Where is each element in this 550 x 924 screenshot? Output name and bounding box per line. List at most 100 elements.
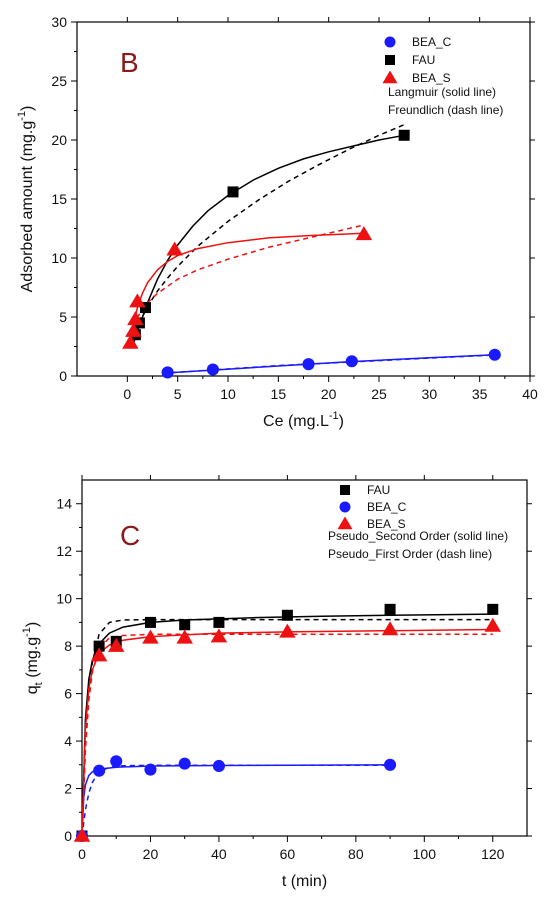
- legend-note: Pseudo_First Order (dash line): [328, 547, 492, 561]
- point-bea_c: [384, 758, 397, 771]
- x-tick-label: 5: [174, 386, 182, 402]
- point-fau: [213, 616, 225, 628]
- fit-dash-bea_s: [129, 224, 365, 335]
- fit-solid-bea_s: [129, 232, 364, 344]
- y-tick-label: 2: [64, 781, 72, 797]
- y-tick-label: 6: [64, 686, 72, 702]
- legend-marker-bea_c: [339, 501, 351, 513]
- x-axis-title-sup: -1: [329, 410, 339, 422]
- x-tick-label: 100: [413, 846, 437, 862]
- point-bea_c: [178, 757, 191, 770]
- y-tick-label: 4: [64, 733, 72, 749]
- fit-dash-bea_s: [82, 633, 493, 836]
- y-tick-label: 5: [59, 309, 67, 325]
- legend-label-bea_s: BEA_S: [367, 517, 406, 531]
- legend-label-fau: FAU: [412, 53, 435, 67]
- y-tick-label: 25: [51, 73, 67, 89]
- point-bea_s: [166, 241, 183, 256]
- x-tick-label: 10: [220, 386, 236, 402]
- y-tick-label: 15: [51, 191, 67, 207]
- y-tick-label: 30: [51, 14, 67, 30]
- point-fau: [139, 302, 151, 314]
- x-axis-title: t (min): [282, 873, 327, 890]
- legend-marker-bea_s: [382, 70, 398, 84]
- x-tick-label: 0: [123, 386, 131, 402]
- point-fau: [179, 619, 191, 631]
- point-bea_s: [210, 628, 228, 643]
- y-tick-label: 14: [56, 496, 72, 512]
- point-bea_c: [488, 348, 501, 361]
- x-axis-title: Ce (mg.L-1): [263, 410, 344, 430]
- point-bea_s: [381, 621, 399, 636]
- legend-note: Pseudo_Second Order (solid line): [328, 529, 508, 543]
- x-tick-label: 60: [280, 846, 296, 862]
- point-fau: [227, 186, 239, 198]
- legend-marker-fau: [385, 55, 395, 65]
- x-tick-label: 35: [472, 386, 488, 402]
- x-tick-label: 25: [371, 386, 387, 402]
- point-bea_s: [176, 629, 193, 644]
- point-bea_s: [73, 827, 91, 842]
- legend-marker-fau: [340, 485, 350, 495]
- legend-note: Freundlich (dash line): [388, 103, 503, 117]
- x-tick-label: 40: [522, 386, 538, 402]
- x-axis-title-tail: ): [339, 413, 344, 430]
- x-tick-label: 30: [422, 386, 438, 402]
- y-tick-label: 20: [51, 132, 67, 148]
- y-axis-title-tail: ): [19, 106, 36, 111]
- y-tick-label: 10: [56, 591, 72, 607]
- point-fau: [384, 603, 396, 615]
- x-tick-label: 120: [481, 846, 505, 862]
- fit-dash-fau: [82, 618, 493, 836]
- x-tick-label: 20: [143, 846, 159, 862]
- fit-solid-fau: [82, 613, 493, 836]
- point-bea_c: [345, 355, 358, 368]
- panel-letter: C: [120, 520, 140, 551]
- point-fau: [144, 616, 156, 628]
- point-bea_s: [127, 311, 144, 326]
- point-bea_s: [279, 623, 296, 638]
- point-bea_s: [129, 293, 146, 308]
- point-bea_c: [144, 763, 157, 776]
- point-fau: [93, 640, 105, 652]
- point-fau: [281, 609, 293, 621]
- y-tick-label: 0: [64, 828, 72, 844]
- point-bea_s: [355, 226, 373, 241]
- point-fau: [487, 603, 499, 615]
- panel-b: 0 5 10 15 20 25 30 35 40 0 5 10 15 20 25 30 Ce (mg.L-1) A…: [16, 14, 538, 430]
- y-axis-title-mid: (mg.g: [24, 637, 41, 682]
- y-axis-title-sub: t: [33, 682, 45, 685]
- x-tick-label: 80: [348, 846, 364, 862]
- point-bea_s: [125, 322, 142, 337]
- point-bea_c: [212, 759, 225, 773]
- point-bea_s: [484, 617, 502, 632]
- point-bea_c: [110, 755, 123, 768]
- point-bea_c: [206, 363, 219, 376]
- point-fau: [398, 129, 410, 141]
- y-tick-label: 10: [51, 250, 67, 266]
- point-bea_c: [161, 366, 174, 379]
- point-bea_s: [107, 637, 125, 652]
- legend-label-fau: FAU: [367, 483, 390, 497]
- x-tick-label: 15: [271, 386, 287, 402]
- y-tick-label: 0: [59, 368, 67, 384]
- panel-letter: B: [120, 47, 139, 78]
- legend-note: Langmuir (solid line): [388, 85, 496, 99]
- point-bea_s: [90, 647, 108, 662]
- plot-frame: [81, 479, 528, 837]
- x-tick-label: 20: [321, 386, 337, 402]
- legend-label-bea_c: BEA_C: [412, 35, 452, 49]
- x-tick-label: 0: [78, 846, 86, 862]
- legend-label-bea_s: BEA_S: [412, 71, 451, 85]
- y-tick-label: 12: [56, 543, 72, 559]
- y-axis-title-sup: -1: [21, 627, 33, 637]
- point-bea_c: [302, 358, 315, 371]
- y-tick-label: 8: [64, 638, 72, 654]
- fit-solid-fau: [131, 134, 405, 347]
- x-tick-label: 40: [211, 846, 227, 862]
- y-axis-title: Adsorbed amount (mg.g-1): [16, 106, 36, 293]
- legend-marker-bea_s: [337, 516, 353, 530]
- legend-marker-bea_c: [384, 36, 396, 48]
